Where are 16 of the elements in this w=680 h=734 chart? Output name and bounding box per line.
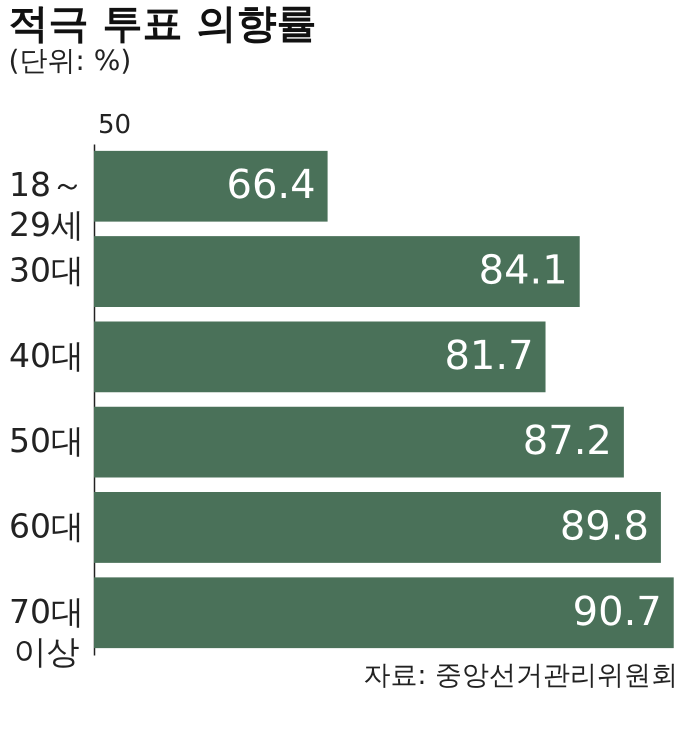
y-tick-label: 70대 이상 (9, 592, 84, 671)
y-tick-label: 50대 (9, 421, 84, 460)
data-label: 87.2 (522, 418, 612, 464)
y-tick-label: 30대 (9, 250, 84, 290)
chart-subtitle: (단위: %) (8, 44, 132, 77)
data-label: 81.7 (444, 332, 534, 379)
text: 50 (98, 110, 132, 140)
data-label: 90.7 (572, 588, 662, 635)
data-label: 84.1 (478, 248, 568, 294)
data-label: 89.8 (560, 503, 649, 550)
data-label: 66.4 (226, 162, 316, 208)
y-tick-label: 18～ 29세 (9, 165, 84, 244)
chart-title: 적극 투표 의향률 (8, 1, 316, 47)
text: 자료: 중앙선거관리위원회 (363, 660, 678, 691)
y-tick-label: 60대 (9, 506, 84, 546)
y-tick-label: 40대 (9, 336, 84, 375)
